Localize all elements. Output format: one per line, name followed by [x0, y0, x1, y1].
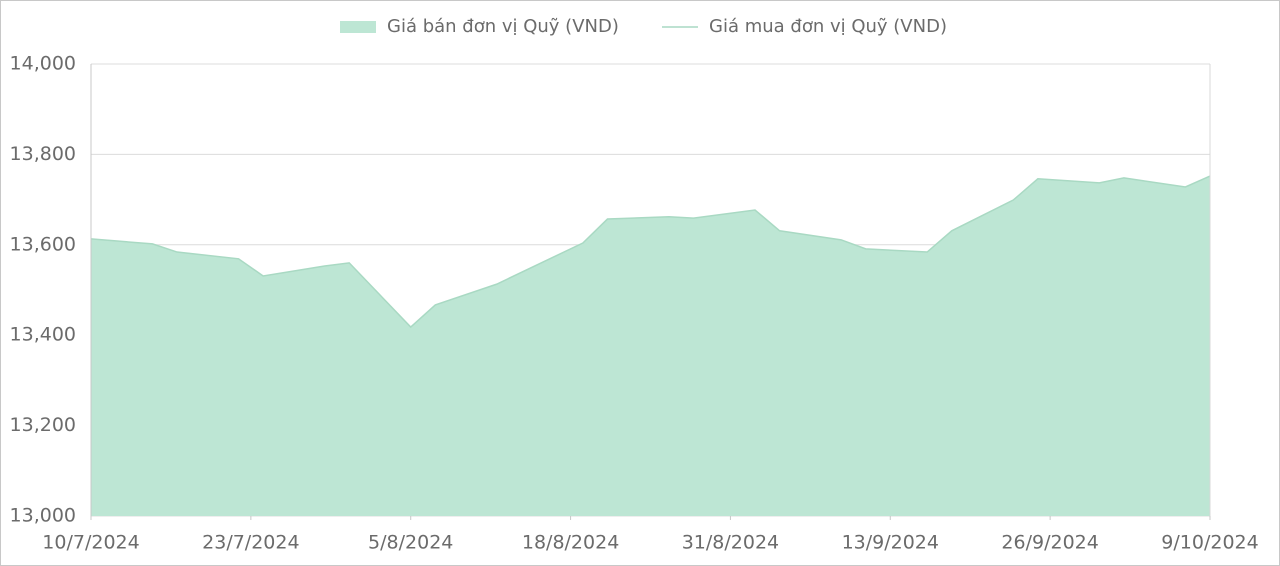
x-tick-label: 26/9/2024 [1001, 532, 1098, 554]
y-tick-label: 13,800 [10, 143, 76, 165]
legend: Giá bán đơn vị Quỹ (VND) Giá mua đơn vị Q… [340, 16, 947, 37]
area [91, 176, 1210, 516]
x-tick-label: 18/8/2024 [522, 532, 619, 554]
x-tick-label: 31/8/2024 [682, 532, 779, 554]
y-tick-label: 13,400 [10, 324, 76, 346]
y-tick-label: 13,600 [10, 233, 76, 255]
x-tick-label: 10/7/2024 [42, 532, 139, 554]
legend-swatch [340, 21, 376, 33]
x-tick-label: 23/7/2024 [202, 532, 299, 554]
y-tick-label: 13,200 [10, 414, 76, 436]
x-tick-label: 13/9/2024 [842, 532, 939, 554]
x-tick-label: 9/10/2024 [1161, 532, 1258, 554]
x-tick-label: 5/8/2024 [368, 532, 453, 554]
y-tick-label: 14,000 [10, 53, 76, 75]
legend-label: Giá bán đơn vị Quỹ (VND) [387, 16, 619, 37]
legend-label: Giá mua đơn vị Quỹ (VND) [709, 16, 947, 37]
line [90, 175, 1211, 329]
y-tick-label: 13,000 [10, 505, 76, 527]
